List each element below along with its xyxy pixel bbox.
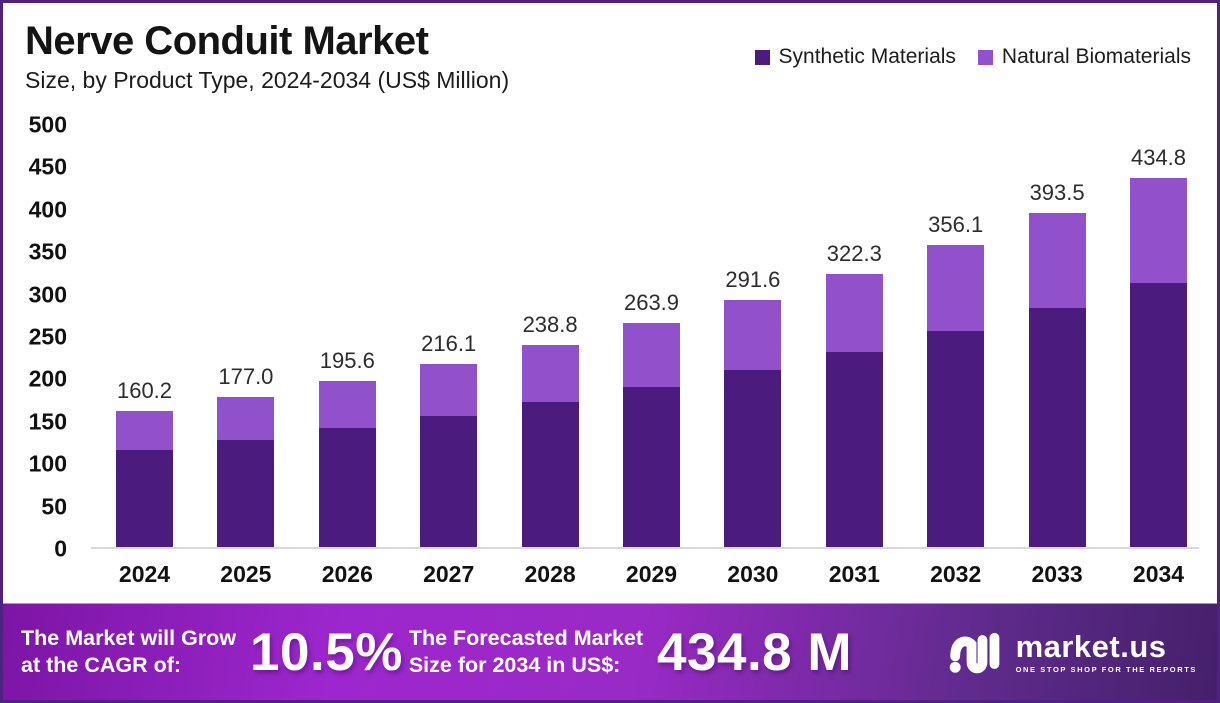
bar-total-label: 434.8 [1130,145,1187,171]
cagr-banner: The Market will Grow at the CAGR of: 10.… [3,603,1217,700]
y-tick-label: 400 [28,196,67,223]
bar-segment-synthetic [724,370,782,547]
y-tick-label: 500 [28,111,67,138]
bar-segment-natural [825,273,883,352]
bar-total-label: 356.1 [928,212,984,238]
bar-total-label: 216.1 [421,330,477,356]
forecast-label-line2: Size for 2034 in US$: [408,653,621,677]
bar-total-label: 195.6 [319,348,375,374]
bar-segment-synthetic [521,402,579,547]
bar-total-label: 263.9 [623,290,680,316]
forecast-label: The Forecasted Market Size for 2034 in U… [409,625,643,679]
bar-segment-synthetic [116,449,173,547]
bar-group: 216.1 [420,330,478,547]
bar-segment-natural [521,344,579,403]
bar-group: 195.6 [318,348,376,547]
x-axis-year-label: 2034 [1132,561,1185,587]
bar-segment-synthetic [825,351,883,547]
bar-segment-natural [420,363,478,416]
bar-group: 177.0 [217,363,275,547]
bar-total-label: 322.3 [826,240,882,266]
marketus-logo-icon [949,632,999,674]
forecast-label-line1: The Forecasted Market [408,626,644,651]
cagr-value: 10.5% [250,622,403,682]
logo-text: market.us ONE STOP SHOP FOR THE REPORTS [1016,631,1197,674]
bar-segment-natural [318,381,376,429]
bar-total-label: 160.2 [116,378,173,404]
bar-group: 322.3 [825,240,883,547]
x-axis-year-label: 2031 [828,561,880,587]
x-axis-year-label: 2032 [930,561,982,587]
bar-total-label: 177.0 [218,363,274,389]
cagr-label: The Market will Grow at the CAGR of: [21,625,236,679]
header: Nerve Conduit Market Size, by Product Ty… [3,3,1217,121]
bar-segment-synthetic [1130,283,1187,547]
bar-group: 160.2 [116,378,173,547]
y-tick-label: 50 [41,493,67,520]
x-axis-labels: 2024 2025 2026 2027 2028 2029 2030 2031 2032 2033… [91,561,1199,595]
bar-group: 393.5 [1028,180,1086,547]
y-tick-label: 150 [28,408,67,435]
y-tick-label: 0 [54,535,67,562]
bar-segment-natural [1028,213,1086,309]
synthetic-swatch-icon [754,49,770,65]
y-tick-label: 300 [28,281,67,308]
logo-brand: market.us [1015,628,1167,664]
y-tick-label: 200 [28,365,67,392]
x-axis-year-label: 2028 [524,561,576,587]
bar-segment-synthetic [420,415,478,547]
bar-segment-synthetic [318,428,376,547]
plot-area: 160.2 177.0 195.6 216.1 238.8 263.9 291.6 322.3… [91,125,1199,549]
bar-segment-natural [217,396,275,440]
y-tick-label: 450 [28,153,67,180]
bar-group: 291.6 [724,266,782,547]
legend-label: Synthetic Materials [778,45,956,68]
x-axis-year-label: 2025 [220,561,272,587]
x-axis-year-label: 2026 [321,561,373,587]
bar-segment-synthetic [217,439,275,547]
bar-group: 263.9 [623,290,680,547]
bar-total-label: 291.6 [725,266,781,292]
bar-segment-natural [116,411,173,450]
x-axis-year-label: 2029 [625,561,678,587]
title-block: Nerve Conduit Market Size, by Product Ty… [25,19,509,94]
y-tick-label: 100 [28,450,67,477]
bar-segment-natural [724,299,782,371]
bar-segment-natural [1130,178,1187,284]
bar-segment-synthetic [623,386,680,547]
cagr-label-line1: The Market will Grow [21,626,237,651]
legend-item-natural: Natural Biomaterials [977,45,1191,69]
cagr-label-line2: at the CAGR of: [21,653,182,677]
y-tick-label: 250 [28,323,67,350]
marketus-logo: market.us ONE STOP SHOP FOR THE REPORTS [948,628,1203,676]
logo-tagline: ONE STOP SHOP FOR THE REPORTS [1015,664,1197,674]
x-axis-year-label: 2027 [423,561,475,587]
natural-swatch-icon [977,49,993,65]
bar-total-label: 393.5 [1029,180,1085,206]
y-axis: 0 50 100 150 200 250 300 350 400 450 500 [3,112,69,562]
bar-total-label: 238.8 [522,311,578,337]
bar-segment-synthetic [927,331,985,547]
bar-group: 434.8 [1130,145,1187,547]
x-axis-year-label: 2030 [727,561,779,587]
bar-group: 356.1 [927,212,985,547]
x-axis-year-label: 2024 [118,561,171,587]
bar-group: 238.8 [521,311,579,547]
bar-segment-synthetic [1028,308,1086,547]
y-tick-label: 350 [28,238,67,265]
legend-label: Natural Biomaterials [1001,45,1191,68]
bar-segment-natural [927,245,985,332]
page-title: Nerve Conduit Market [25,19,429,63]
legend: Synthetic Materials Natural Biomaterials [754,45,1191,69]
x-axis-year-label: 2033 [1031,561,1083,587]
legend-item-synthetic: Synthetic Materials [754,45,956,69]
bar-segment-natural [623,323,680,387]
forecast-value: 434.8 M [657,622,853,682]
page-subtitle: Size, by Product Type, 2024-2034 (US$ Mi… [25,67,510,93]
